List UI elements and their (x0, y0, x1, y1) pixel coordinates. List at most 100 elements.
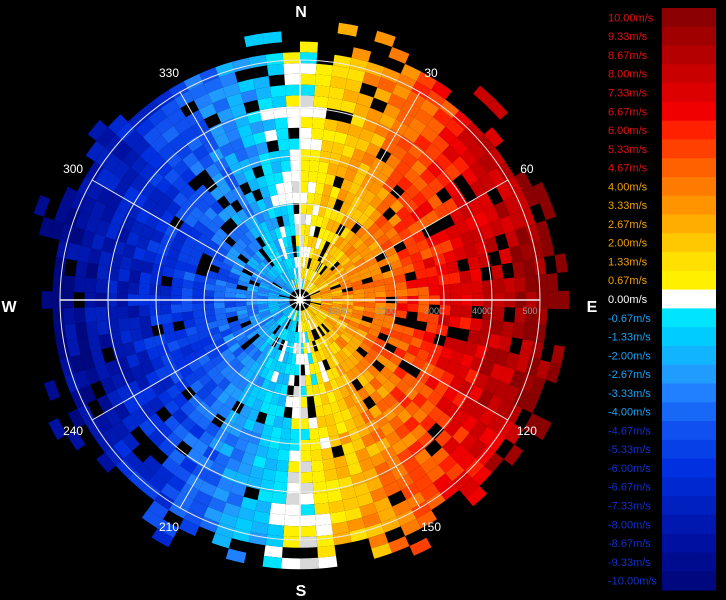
velocity-bin (155, 177, 172, 194)
velocity-bin (154, 465, 174, 483)
velocity-bin (311, 248, 319, 260)
colorbar-label: 6.00m/s (608, 125, 648, 137)
velocity-bin (168, 448, 187, 466)
velocity-bin (410, 423, 428, 441)
velocity-bin (260, 261, 271, 272)
velocity-bin (436, 170, 453, 188)
velocity-bin (252, 455, 267, 469)
velocity-bin (279, 273, 288, 284)
velocity-bin (256, 388, 267, 402)
velocity-bin (282, 536, 300, 548)
velocity-bin (307, 181, 317, 194)
velocity-bin (293, 268, 297, 279)
velocity-bin (262, 316, 274, 325)
velocity-bin (376, 201, 390, 215)
velocity-bin (206, 366, 220, 380)
velocity-bin (303, 321, 307, 332)
velocity-bin (300, 396, 308, 408)
velocity-bin (260, 281, 271, 288)
velocity-bin (374, 461, 391, 478)
velocity-bin (284, 514, 300, 527)
velocity-bin (220, 262, 233, 272)
velocity-bin (294, 278, 298, 290)
velocity-bin (295, 267, 299, 279)
velocity-bin (369, 390, 384, 405)
velocity-bin (335, 465, 351, 480)
velocity-bin (367, 364, 380, 378)
velocity-bin (422, 331, 436, 344)
velocity-bin (244, 326, 256, 337)
velocity-bin (353, 257, 366, 268)
velocity-bin (224, 433, 239, 448)
velocity-bin (501, 321, 515, 338)
velocity-bin (312, 470, 326, 483)
velocity-bin (282, 52, 300, 64)
velocity-bin (180, 183, 196, 200)
velocity-bin (198, 480, 217, 497)
velocity-bin (270, 308, 281, 315)
velocity-bin (300, 127, 312, 139)
velocity-bin (204, 379, 218, 393)
colorbar-label: 6.67m/s (608, 106, 648, 118)
velocity-bin (321, 302, 333, 306)
velocity-bin (282, 259, 289, 271)
velocity-bin (225, 369, 238, 383)
velocity-bin (193, 273, 206, 284)
velocity-bin (410, 159, 428, 177)
velocity-bin (439, 239, 454, 254)
velocity-bin (461, 167, 479, 186)
velocity-bin (344, 245, 356, 257)
velocity-bin (308, 285, 317, 294)
velocity-bin (230, 267, 242, 276)
velocity-bin (318, 283, 329, 291)
velocity-bin (203, 342, 217, 354)
velocity-bin (439, 284, 451, 296)
velocity-bin (494, 349, 509, 367)
velocity-bin (402, 456, 421, 474)
velocity-bin (87, 335, 102, 353)
velocity-bin (192, 439, 209, 456)
velocity-bin (321, 300, 333, 304)
velocity-bin (269, 347, 279, 359)
velocity-bin (490, 320, 504, 336)
velocity-bin (282, 236, 289, 249)
velocity-bin (397, 393, 412, 409)
velocity-bin (396, 248, 410, 260)
velocity-bin (230, 212, 243, 226)
velocity-bin (253, 510, 270, 524)
velocity-bin (409, 251, 423, 264)
velocity-bin (247, 242, 259, 254)
velocity-bin (425, 322, 438, 334)
velocity-bin (484, 236, 499, 254)
velocity-bin (329, 208, 340, 222)
velocity-bin (286, 319, 293, 331)
velocity-bin (339, 313, 352, 321)
velocity-bin (267, 296, 279, 300)
velocity-bin (251, 239, 262, 251)
velocity-bin (273, 382, 283, 395)
velocity-bin (287, 308, 295, 319)
velocity-bin (312, 117, 326, 130)
velocity-bin (157, 390, 173, 407)
velocity-bin (414, 108, 433, 126)
azimuth-label: 150 (421, 520, 441, 534)
velocity-bin (341, 346, 353, 358)
velocity-bin (358, 128, 375, 143)
velocity-bin (142, 454, 162, 474)
velocity-bin (219, 512, 238, 528)
velocity-bin (206, 239, 220, 252)
velocity-bin (459, 316, 472, 330)
colorbar-label: 7.33m/s (608, 87, 648, 99)
velocity-bin (449, 283, 462, 295)
velocity-bin (357, 199, 370, 213)
velocity-bin (408, 465, 427, 483)
velocity-bin (472, 465, 493, 486)
velocity-bin (404, 183, 420, 200)
velocity-bin (376, 399, 390, 414)
velocity-bin (156, 343, 171, 357)
velocity-bin (156, 243, 171, 257)
velocity-bin (139, 315, 152, 329)
velocity-bin (289, 149, 300, 161)
velocity-bin (41, 291, 53, 309)
velocity-bin (166, 339, 181, 353)
